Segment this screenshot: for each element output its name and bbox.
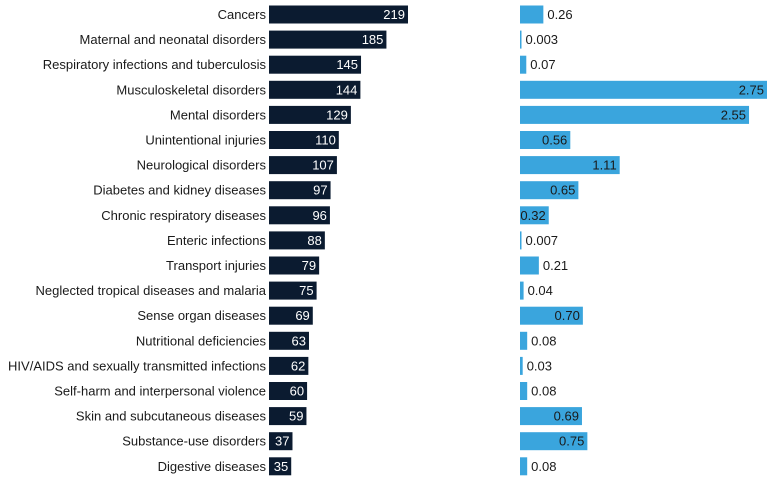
left-bar [269,256,320,275]
right-value-label: 0.32 [520,208,545,223]
right-bar [520,356,523,375]
left-value-label: 145 [336,57,358,72]
left-value-label: 107 [312,158,334,173]
category-label: Respiratory infections and tuberculosis [43,57,267,72]
category-label: Chronic respiratory diseases [101,208,266,223]
category-label: Neglected tropical diseases and malaria [35,283,266,298]
right-value-label: 0.21 [543,258,568,273]
category-label: Unintentional injuries [145,133,266,148]
right-bar [520,331,528,350]
category-label: Diabetes and kidney diseases [93,183,266,198]
left-bar [269,457,292,476]
right-bar [520,181,579,200]
right-bar [520,55,527,74]
right-bar [520,105,750,124]
left-value-label: 37 [275,434,289,449]
left-value-label: 60 [290,384,304,399]
left-bar [269,331,309,350]
left-value-label: 62 [291,358,305,373]
right-bar [520,80,767,99]
left-bar [269,356,309,375]
right-bar [520,306,583,325]
right-value-label: 0.04 [528,283,553,298]
right-value-label: 0.26 [547,7,572,22]
right-value-label: 1.11 [592,158,616,173]
category-label: Skin and subcutaneous diseases [76,409,267,424]
right-bar [520,131,571,149]
right-value-label: 0.08 [531,333,556,348]
right-value-label: 0.70 [555,308,580,323]
left-bar [269,306,313,325]
category-label: Musculoskeletal disorders [116,82,266,97]
left-bar [269,407,307,426]
category-label: Self-harm and interpersonal violence [54,384,266,399]
right-bar [520,281,524,300]
left-value-label: 185 [362,32,384,47]
right-value-label: 0.07 [530,57,555,72]
right-bar [520,457,528,476]
left-value-label: 59 [289,409,303,424]
left-bar [269,181,331,200]
category-label: Enteric infections [167,233,266,248]
left-value-label: 97 [313,183,327,198]
left-bar [269,156,337,175]
category-label: Transport injuries [166,258,266,273]
left-bar [269,30,387,49]
left-value-label: 79 [302,258,316,273]
right-value-label: 0.75 [559,434,584,449]
category-label: HIV/AIDS and sexually transmitted infect… [8,358,266,373]
right-bar [520,231,522,250]
right-value-label: 0.69 [554,409,579,424]
right-value-label: 0.65 [550,183,575,198]
left-value-label: 63 [292,333,306,348]
right-value-label: 2.55 [721,107,746,122]
left-value-label: 88 [307,233,321,248]
right-bar [520,382,528,400]
right-bar [520,5,544,24]
left-value-label: 75 [299,283,313,298]
category-label: Mental disorders [170,107,267,122]
right-bar [520,156,620,175]
left-value-label: 96 [312,208,326,223]
left-value-label: 129 [326,107,348,122]
left-value-label: 110 [315,133,336,148]
left-bar [269,432,293,451]
left-bar [269,55,362,74]
left-value-label: 69 [295,308,309,323]
category-label: Digestive diseases [158,459,267,474]
left-bar [269,105,351,124]
left-value-label: 35 [274,459,288,474]
left-bar [269,281,317,300]
category-label: Neurological disorders [137,158,267,173]
left-bar [269,206,330,225]
right-value-label: 2.75 [739,82,764,97]
right-value-label: 0.003 [526,32,559,47]
category-label: Substance-use disorders [122,434,266,449]
right-bar [520,256,539,275]
category-label: Maternal and neonatal disorders [80,32,267,47]
left-bar [269,131,339,149]
right-bar [520,407,582,426]
left-bar [269,231,325,250]
right-value-label: 0.007 [526,233,559,248]
right-value-label: 0.56 [542,133,567,148]
left-bar [269,80,361,99]
left-bar [269,5,408,24]
right-bar [520,432,588,451]
left-bar [269,382,308,400]
category-label: Nutritional deficiencies [136,333,267,348]
category-label: Cancers [218,7,267,22]
right-value-label: 0.08 [531,384,556,399]
left-value-label: 144 [336,82,358,97]
right-value-label: 0.03 [527,358,552,373]
right-bar [520,206,549,225]
right-bar [520,30,522,49]
category-label: Sense organ diseases [137,308,266,323]
right-value-label: 0.08 [531,459,556,474]
left-value-label: 219 [383,7,405,22]
